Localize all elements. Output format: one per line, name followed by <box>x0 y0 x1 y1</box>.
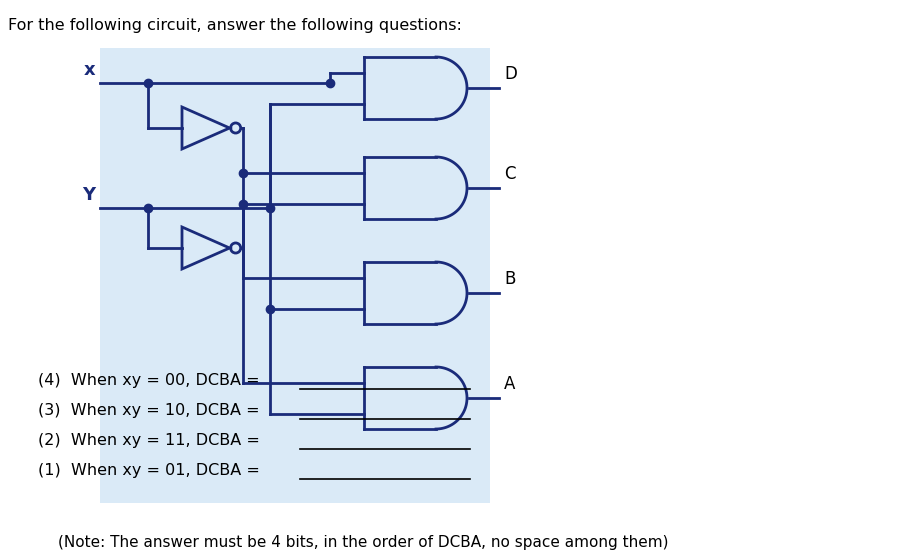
Text: A: A <box>504 375 515 393</box>
Text: B: B <box>504 270 515 288</box>
Text: x: x <box>84 61 95 79</box>
Text: D: D <box>504 65 517 83</box>
Text: (1)  When xy = 01, DCBA =: (1) When xy = 01, DCBA = <box>38 463 265 478</box>
Text: (3)  When xy = 10, DCBA =: (3) When xy = 10, DCBA = <box>38 402 265 417</box>
Text: For the following circuit, answer the following questions:: For the following circuit, answer the fo… <box>8 18 462 33</box>
Text: C: C <box>504 165 515 183</box>
FancyBboxPatch shape <box>100 48 490 503</box>
Text: (2)  When xy = 11, DCBA =: (2) When xy = 11, DCBA = <box>38 432 265 448</box>
Text: Y: Y <box>82 186 95 204</box>
Text: (4)  When xy = 00, DCBA =: (4) When xy = 00, DCBA = <box>38 373 265 387</box>
Text: (Note: The answer must be 4 bits, in the order of DCBA, no space among them): (Note: The answer must be 4 bits, in the… <box>58 535 668 550</box>
